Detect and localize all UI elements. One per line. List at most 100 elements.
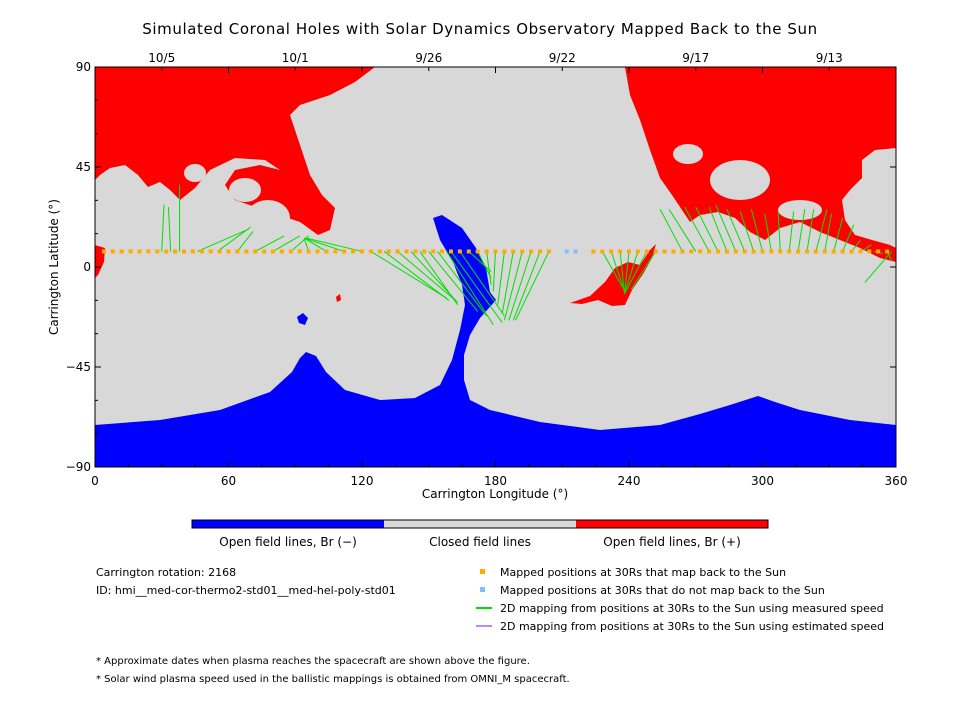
colorbar-label-negative: Open field lines, Br (−) xyxy=(219,535,357,549)
x-tick-label: 60 xyxy=(221,474,236,488)
mapped-point xyxy=(386,249,391,254)
north-polar-hole-positive-left xyxy=(95,67,375,235)
mapped-point xyxy=(671,249,676,254)
x-tick-label: 180 xyxy=(484,474,507,488)
mapped-point xyxy=(190,249,195,254)
north-polar-hole-positive-right xyxy=(625,67,896,262)
model-id: ID: hmi__med-cor-thermo2-std01__med-hel-… xyxy=(96,584,396,597)
mapping-line xyxy=(217,226,252,252)
mapping-line xyxy=(486,251,492,285)
mapped-point xyxy=(199,249,204,254)
mapped-point xyxy=(342,249,347,254)
mapped-point xyxy=(173,249,178,254)
mapped-point xyxy=(128,249,133,254)
mapped-point xyxy=(662,249,667,254)
mapped-point xyxy=(226,249,231,254)
x-axis-label: Carrington Longitude (°) xyxy=(422,487,568,501)
closed-island xyxy=(246,200,290,236)
mapping-line xyxy=(815,209,828,252)
colorbar-frame xyxy=(191,519,769,529)
mapped-point xyxy=(813,249,818,254)
mapping-line xyxy=(601,251,623,288)
mapping-line xyxy=(254,235,285,252)
date-tick-label: 9/22 xyxy=(549,51,576,65)
x-tick-label: 360 xyxy=(885,474,908,488)
legend-not-mapped-marker xyxy=(480,587,485,592)
mapped-point xyxy=(680,249,685,254)
mapping-line xyxy=(167,206,172,252)
footnote-dates: * Approximate dates when plasma reaches … xyxy=(96,656,530,667)
mapped-point xyxy=(244,249,249,254)
x-tick-label: 0 xyxy=(91,474,99,488)
mapping-line xyxy=(446,251,494,326)
mapped-point xyxy=(733,249,738,254)
mapping-line xyxy=(437,251,487,317)
mapping-line xyxy=(659,208,683,252)
colorbar-negative xyxy=(192,520,384,528)
mapped-point xyxy=(805,249,809,254)
mapping-line xyxy=(777,211,781,252)
closed-island xyxy=(673,144,703,164)
mapped-point xyxy=(493,249,498,254)
mapped-point xyxy=(413,249,418,254)
mapped-point xyxy=(885,249,890,254)
mapped-point xyxy=(520,249,525,254)
closed-island xyxy=(871,153,896,177)
mapping-line xyxy=(497,251,505,305)
date-tick-label: 10/1 xyxy=(282,51,309,65)
mapped-point xyxy=(769,249,774,254)
mapping-line xyxy=(303,237,327,252)
mapped-point xyxy=(155,249,160,254)
mapped-point xyxy=(288,249,293,254)
mapped-point xyxy=(431,249,436,254)
mapping-line xyxy=(272,235,300,252)
mapped-point xyxy=(751,249,756,254)
mapped-point xyxy=(689,249,694,254)
colorbar-label-positive: Open field lines, Br (+) xyxy=(603,535,741,549)
mapping-line xyxy=(370,251,447,299)
mapping-line xyxy=(383,251,450,301)
mapped-point xyxy=(404,249,409,254)
mapped-point xyxy=(627,249,631,254)
date-tick-label: 10/5 xyxy=(148,51,175,65)
mapped-point xyxy=(822,249,827,254)
x-tick-label: 120 xyxy=(351,474,374,488)
legend-not-mapped-label: Mapped positions at 30Rs that do not map… xyxy=(500,584,825,597)
y-tick-label: 45 xyxy=(76,160,91,174)
mapped-point xyxy=(796,249,801,254)
mapped-point xyxy=(466,249,471,254)
mapped-point xyxy=(609,249,614,254)
mapped-point xyxy=(110,249,115,254)
mapping-line xyxy=(788,211,795,252)
mapped-point xyxy=(306,249,311,254)
mapping-line xyxy=(624,251,630,294)
mapping-line xyxy=(512,251,541,321)
mapping-line xyxy=(695,206,719,252)
mapped-point xyxy=(787,249,792,254)
mapping-line xyxy=(237,231,254,252)
colorbar-label-closed: Closed field lines xyxy=(429,535,531,549)
legend-mapped-label: Mapped positions at 30Rs that map back t… xyxy=(500,566,787,579)
mapped-point xyxy=(324,249,329,254)
mapped-point xyxy=(618,249,623,254)
mapped-point xyxy=(591,249,596,254)
mapped-point xyxy=(368,249,373,254)
mapped-point xyxy=(182,249,186,254)
mapped-point xyxy=(333,249,338,254)
mapped-point xyxy=(831,249,836,254)
date-tick-label: 9/13 xyxy=(816,51,843,65)
mapped-point xyxy=(546,249,551,254)
mapped-point xyxy=(707,249,712,254)
mapping-line xyxy=(797,209,806,252)
mapping-line xyxy=(726,209,746,252)
mapped-point xyxy=(538,249,542,254)
closed-island xyxy=(229,178,261,202)
mapped-point xyxy=(475,249,480,254)
mapped-point xyxy=(511,249,516,254)
y-axis-label: Carrington Latitude (°) xyxy=(47,199,61,335)
mapped-point xyxy=(395,249,400,254)
mapped-point xyxy=(644,249,649,254)
mapping-line xyxy=(303,237,345,252)
mapped-point xyxy=(377,249,382,254)
unmapped-point xyxy=(564,249,569,254)
